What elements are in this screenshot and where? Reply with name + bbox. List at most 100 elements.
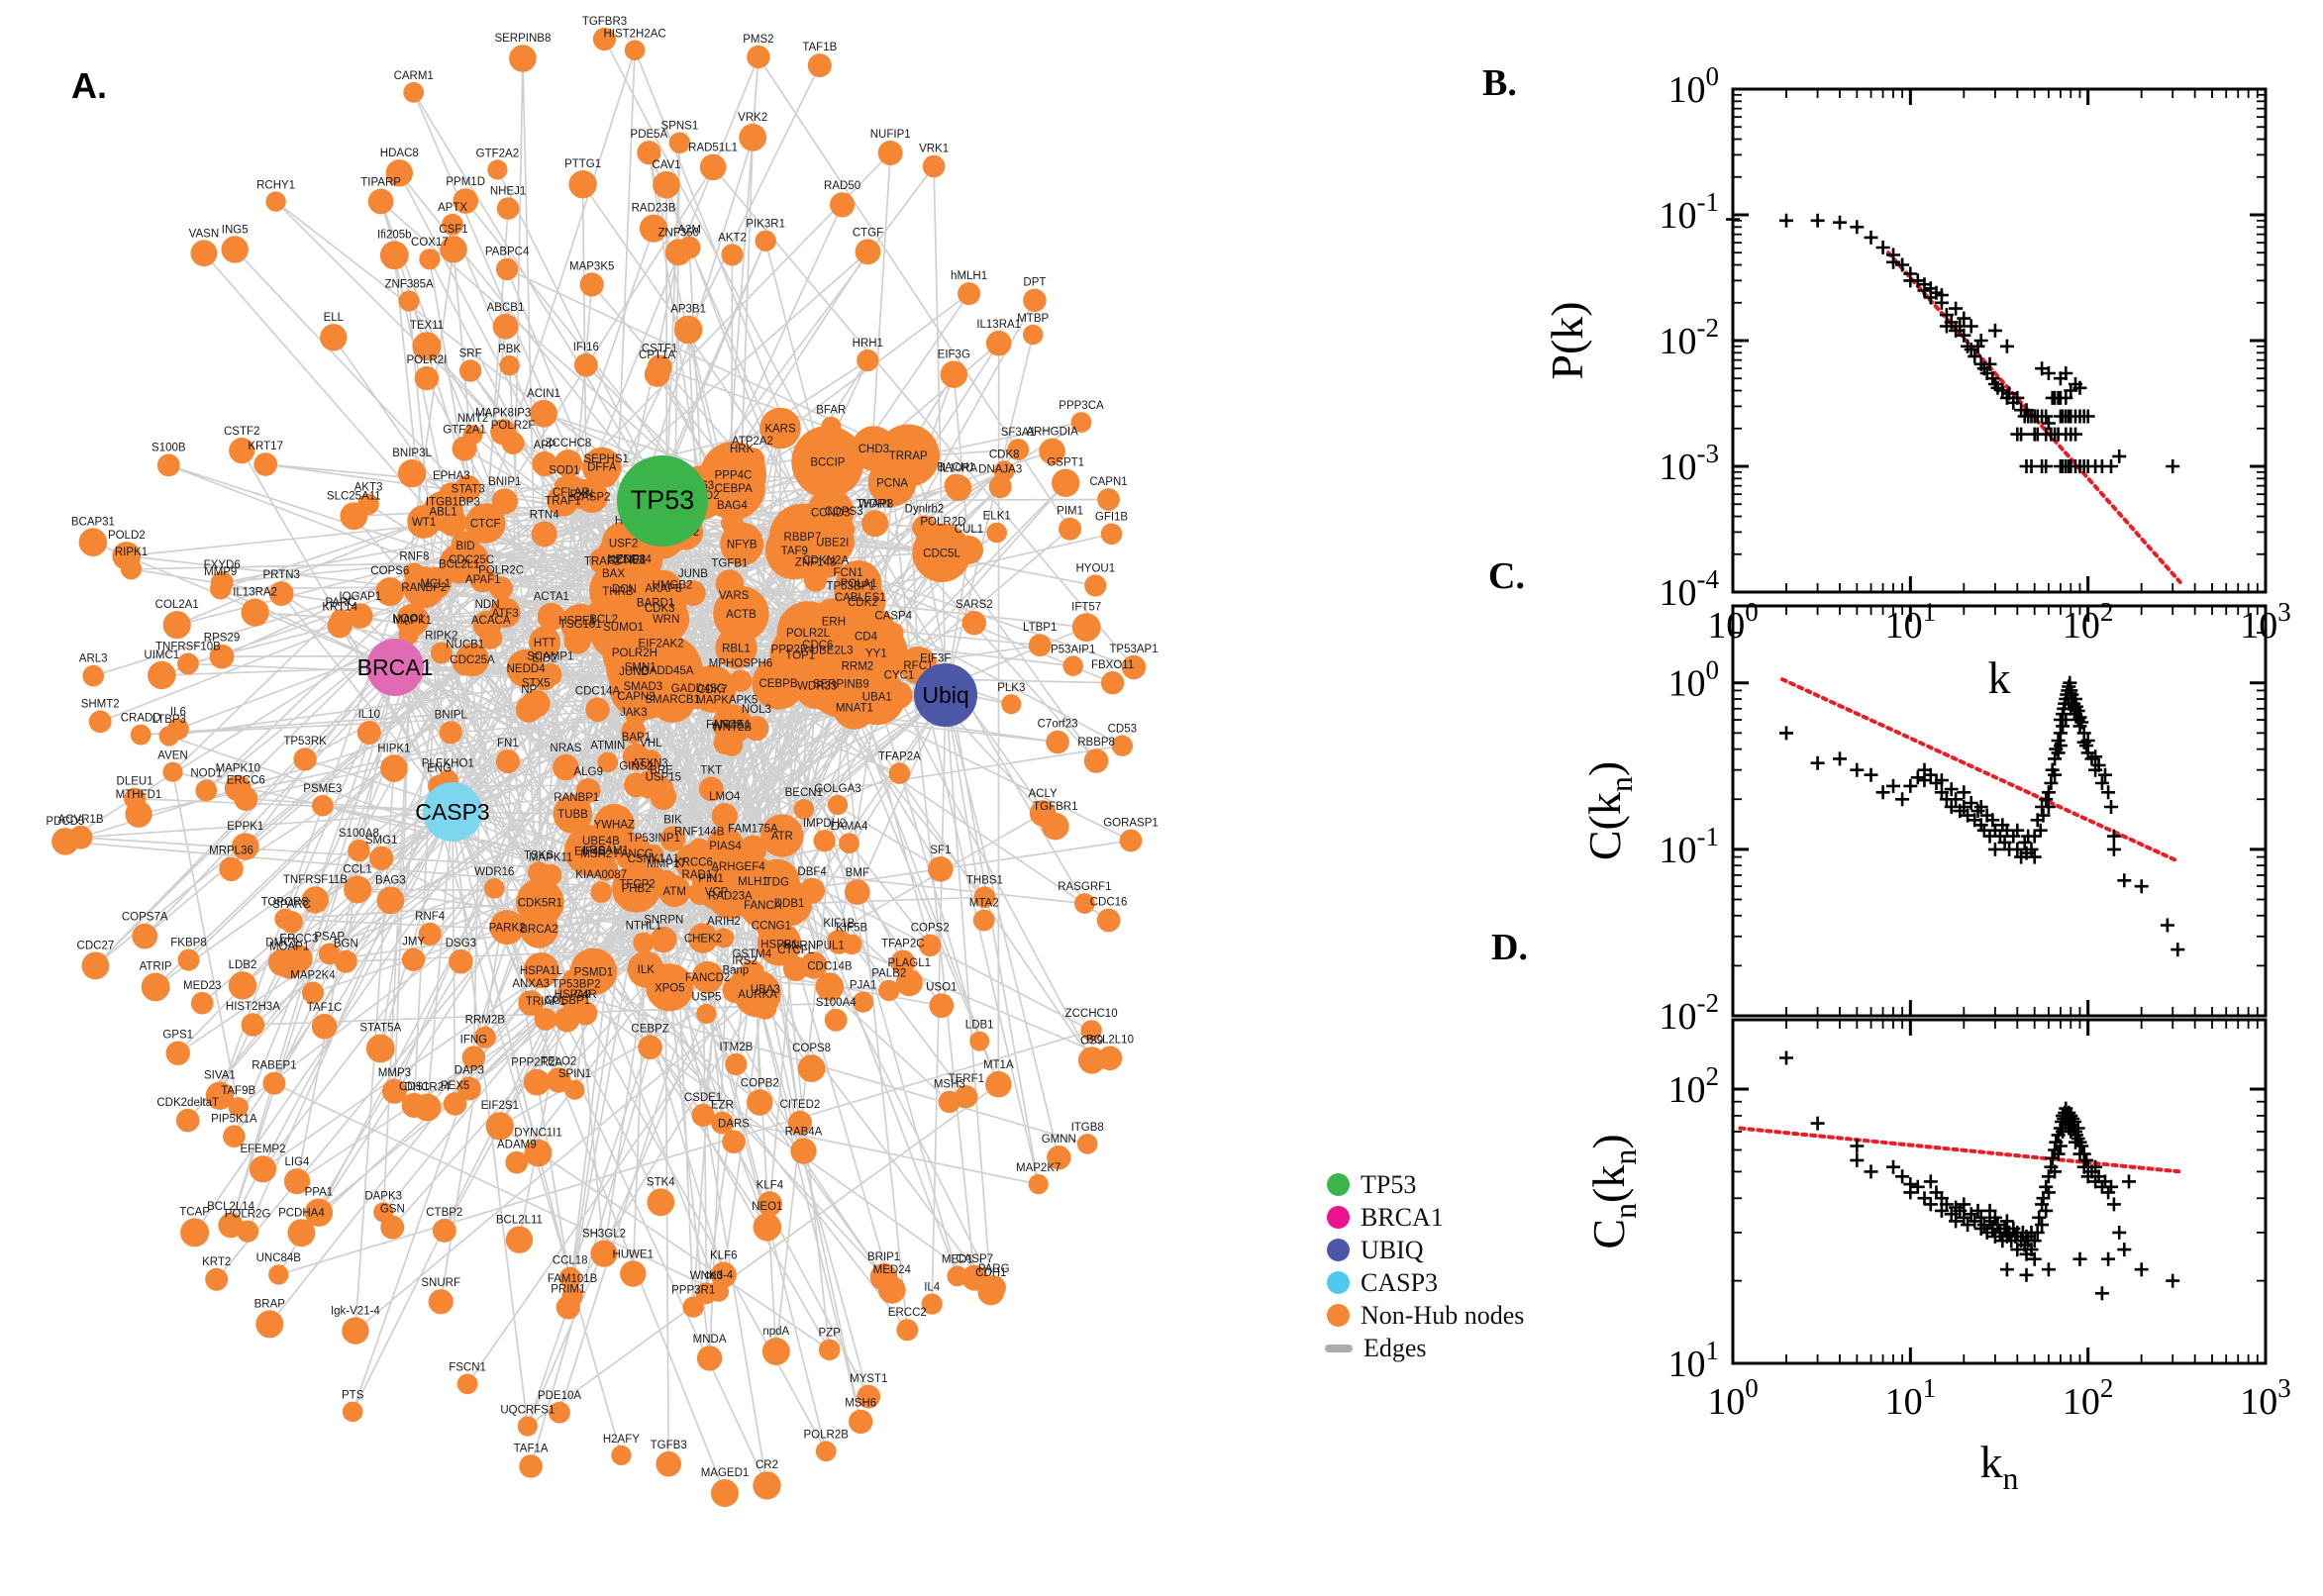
hub-tp53 xyxy=(617,455,708,547)
network-node xyxy=(234,786,258,811)
network-node xyxy=(175,1108,200,1133)
network-node xyxy=(755,230,776,251)
network-node-label: BRIP1 xyxy=(867,1251,900,1263)
network-node xyxy=(633,932,655,953)
legend-label: UBIQ xyxy=(1361,1235,1424,1264)
network-node-label: TGFB1 xyxy=(711,557,748,569)
scatter-points xyxy=(1726,212,2180,473)
network-node xyxy=(757,922,802,966)
network-node-label: CCND3 xyxy=(811,507,851,519)
network-node-label: WDR16 xyxy=(474,866,514,878)
network-node-label: TCAP xyxy=(179,1207,210,1219)
network-node-label: IL13RA1 xyxy=(976,319,1021,331)
network-node-label: HSPB1 xyxy=(760,939,798,950)
network-node xyxy=(673,315,703,345)
network-node xyxy=(649,675,696,723)
tp53-dot-icon xyxy=(1327,1173,1350,1196)
network-node-label: RRM2B xyxy=(465,1015,506,1027)
network-node-label: POLR2C xyxy=(478,564,524,576)
network-node xyxy=(696,1003,717,1024)
network-node-label: NEDD4 xyxy=(507,663,547,675)
network-node-label: KRT14 xyxy=(322,601,357,613)
network-node xyxy=(815,1441,837,1462)
network-node-label: POLR2F xyxy=(491,420,536,432)
network-node-label: LRSAM1 xyxy=(583,845,629,856)
network-node xyxy=(739,881,786,929)
network-node xyxy=(380,754,408,782)
network-node xyxy=(268,1264,289,1285)
network-node-label: MAGED1 xyxy=(701,1467,750,1479)
tick-label: 102 xyxy=(1668,1061,1720,1111)
network-node-label: YWHAZ xyxy=(594,820,636,832)
network-node-label: STX5 xyxy=(522,677,551,689)
tick-label: 103 xyxy=(2240,1373,2291,1423)
network-node xyxy=(753,1471,781,1500)
network-node-label: BRE xyxy=(650,765,673,777)
network-node xyxy=(656,1450,681,1477)
network-node xyxy=(819,656,846,683)
network-node xyxy=(579,272,604,297)
network-node-label: BCL2L11 xyxy=(496,1215,543,1227)
y-axis-title: C(kn​) xyxy=(1579,761,1639,860)
network-node-label: SMG1 xyxy=(365,835,398,847)
network-node-label: TSG101 xyxy=(559,619,602,631)
network-node xyxy=(348,840,370,862)
network-node-label: MAPKAPK5 xyxy=(696,694,758,706)
network-node-label: POLR2D xyxy=(920,517,965,529)
network-node xyxy=(638,1035,662,1059)
network-node-label: KLF6 xyxy=(710,1250,738,1262)
network-node-label: HRH1 xyxy=(853,338,883,349)
network-node-label: RAD23B xyxy=(632,203,676,215)
network-node-label: APTX xyxy=(438,202,467,214)
network-node-label: PIM1 xyxy=(1057,506,1083,518)
network-node-label: TAF9B xyxy=(221,1085,255,1097)
network-node-label: WDR1 xyxy=(858,498,892,510)
network-node-label: FANCD2 xyxy=(685,972,730,984)
network-node xyxy=(461,1046,486,1069)
tick-label: 10-2 xyxy=(1660,313,1720,362)
network-node xyxy=(677,236,701,259)
network-node xyxy=(82,664,104,687)
network-node-label: SF1 xyxy=(930,845,951,856)
network-node xyxy=(721,511,744,535)
network-node-label: CFLAR xyxy=(553,487,590,499)
network-node xyxy=(624,772,649,798)
network-node xyxy=(861,510,888,538)
network-node-label: PTTG1 xyxy=(564,158,601,170)
network-node xyxy=(625,702,648,726)
network-node xyxy=(1080,1020,1102,1042)
network-node-label: PSMD1 xyxy=(574,966,614,978)
network-node xyxy=(88,710,112,734)
network-node xyxy=(293,748,317,771)
tick-label: 100 xyxy=(1668,61,1720,111)
network-node-label: HNRNPUL1 xyxy=(783,940,845,951)
network-node-label: MED23 xyxy=(183,980,221,992)
network-node-label: ILK xyxy=(638,964,656,976)
network-node-label: MED24 xyxy=(873,1264,912,1276)
network-node-label: GPS1 xyxy=(162,1030,193,1042)
network-node-label: ATP2A2 xyxy=(732,436,773,448)
network-node-label: BGN xyxy=(334,939,358,950)
network-node xyxy=(473,1026,496,1048)
axis-ticks xyxy=(1731,87,2268,594)
network-node-label: CDH1 xyxy=(975,1267,1006,1279)
network-node xyxy=(1096,908,1121,933)
network-node xyxy=(517,1416,538,1437)
network-node-label: POLR2H xyxy=(612,648,657,659)
network-node-label: BCL2L1 xyxy=(439,558,480,570)
network-node-label: NUFIP1 xyxy=(870,129,911,141)
network-node-label: ATM xyxy=(662,886,685,898)
network-node-label: RAB4A xyxy=(785,1126,823,1138)
network-node xyxy=(821,416,842,437)
network-node-label: UBA1 xyxy=(862,691,892,703)
network-node-label: Banp xyxy=(722,965,749,977)
network-node xyxy=(790,1138,817,1164)
network-node-label: TERF1 xyxy=(949,1073,984,1085)
legend: TP53 BRCA1 UBIQ CASP3 Non-Hub nodes Edge… xyxy=(1325,1168,1524,1364)
network-panel: CDC6CCND2ZNF24USF2CDK3BCCIPNFYBWDR33POLR… xyxy=(46,16,1159,1508)
network-node-label: ACTA1 xyxy=(534,591,569,603)
network-node xyxy=(456,1076,481,1101)
network-node xyxy=(610,595,639,623)
network-node xyxy=(356,721,381,745)
tick-label: 10-2 xyxy=(1660,988,1720,1038)
